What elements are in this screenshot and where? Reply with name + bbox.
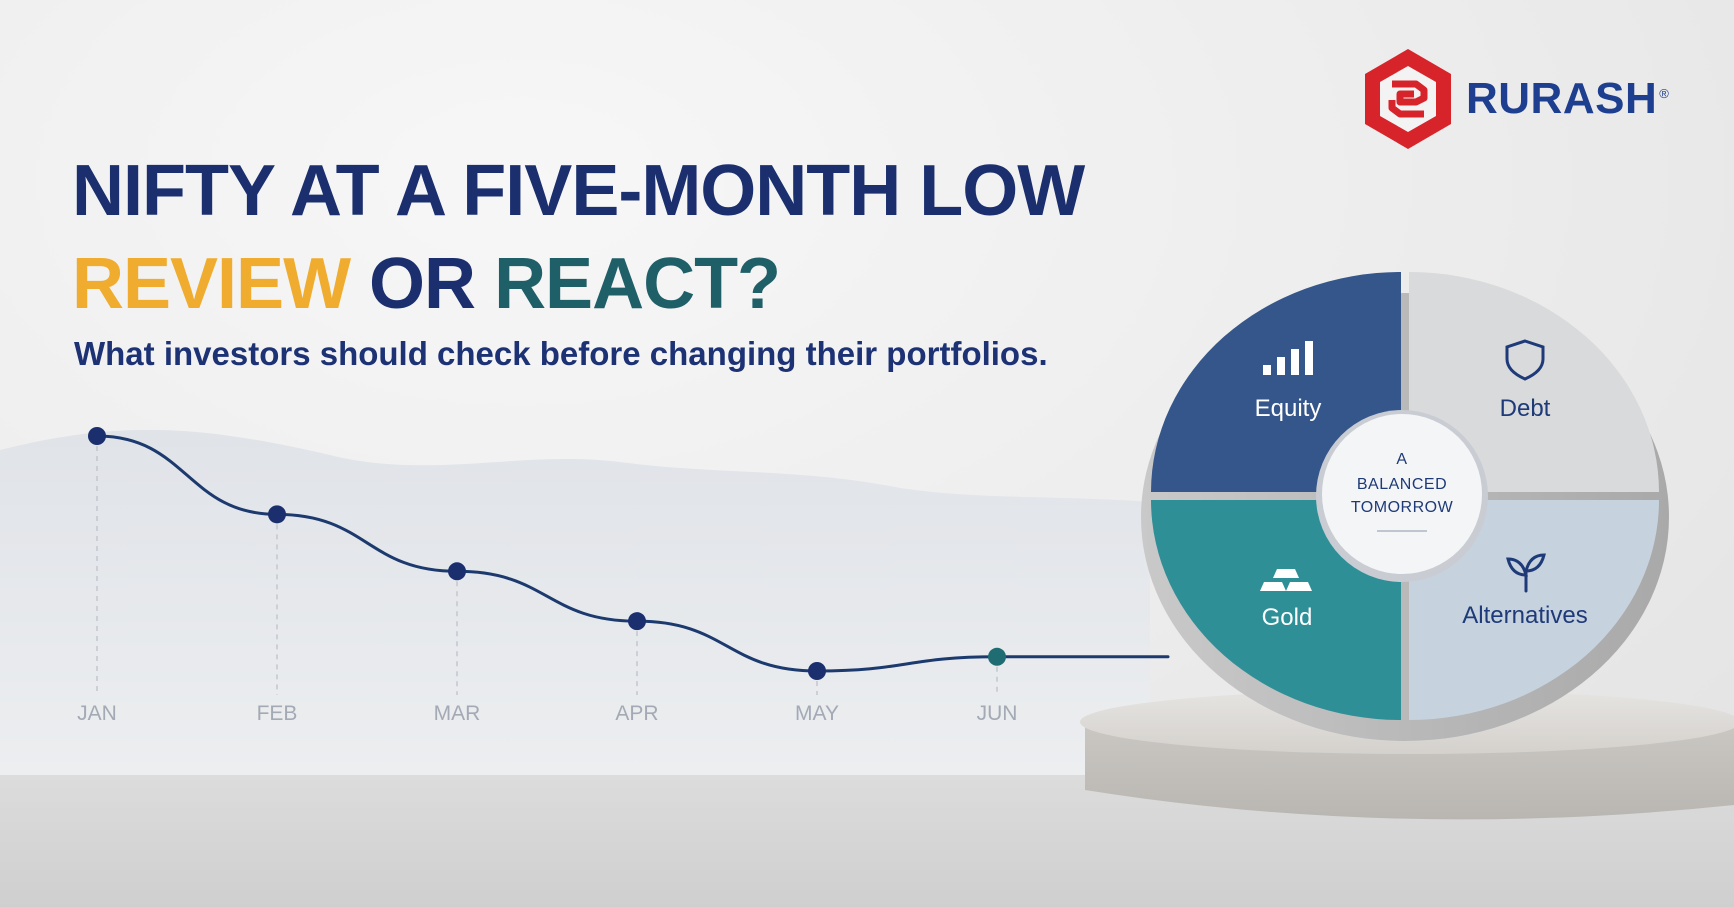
month-label: MAY (795, 702, 839, 725)
brand: RURASH ® (1358, 44, 1669, 154)
headline-or: OR (369, 244, 476, 324)
headline-react: REACT? (494, 244, 781, 324)
headline-review: REVIEW (72, 244, 351, 324)
bar-chart-icon (1263, 341, 1313, 375)
month-label: FEB (257, 702, 298, 725)
data-point (88, 427, 106, 445)
data-point (988, 647, 1006, 666)
rurash-hexagon-logo-icon (1365, 49, 1451, 149)
chart-month-labels: JAN FEB MAR APR MAY JUN (77, 702, 1017, 725)
shield-icon (1505, 339, 1545, 381)
data-point (448, 562, 466, 581)
segment-alternatives (1409, 500, 1659, 720)
background-hills (0, 429, 1150, 780)
segment-label-alternatives: Alternatives (1462, 602, 1587, 629)
data-point (628, 612, 646, 631)
portfolio-allocation-wheel: Equity Debt Gold Alternatives A BALANCED… (1141, 272, 1669, 741)
segment-label-equity: Equity (1255, 395, 1322, 422)
center-text-tomorrow: TOMORROW (1351, 499, 1454, 516)
month-label: APR (615, 702, 658, 725)
data-point (808, 662, 826, 680)
segment-label-gold: Gold (1262, 604, 1313, 631)
center-hub (1322, 414, 1482, 574)
center-text-a: A (1396, 451, 1407, 468)
registered-mark: ® (1659, 85, 1669, 101)
month-label: JUN (977, 702, 1018, 725)
headline-line-2: REVIEW OR REACT? (72, 248, 781, 320)
nifty-line-chart: JAN FEB MAR APR MAY JUN (77, 427, 1170, 725)
gold-bars-icon (1260, 569, 1312, 591)
month-label: JAN (77, 702, 117, 725)
sprout-icon (1506, 553, 1546, 593)
segment-gold (1151, 500, 1401, 720)
chart-gridlines (96, 446, 998, 695)
month-label: MAR (434, 702, 481, 725)
chart-points (88, 427, 1006, 680)
series-line (95, 434, 1170, 673)
center-text-balanced: BALANCED (1357, 476, 1447, 493)
subtitle: What investors should check before chang… (74, 335, 1048, 372)
brand-name: RURASH (1466, 74, 1658, 123)
segment-equity (1151, 272, 1401, 492)
headline-line-1: NIFTY AT A FIVE-MONTH LOW (72, 151, 1085, 231)
segment-label-debt: Debt (1500, 395, 1551, 422)
data-point (268, 505, 286, 524)
segment-debt (1409, 272, 1659, 492)
